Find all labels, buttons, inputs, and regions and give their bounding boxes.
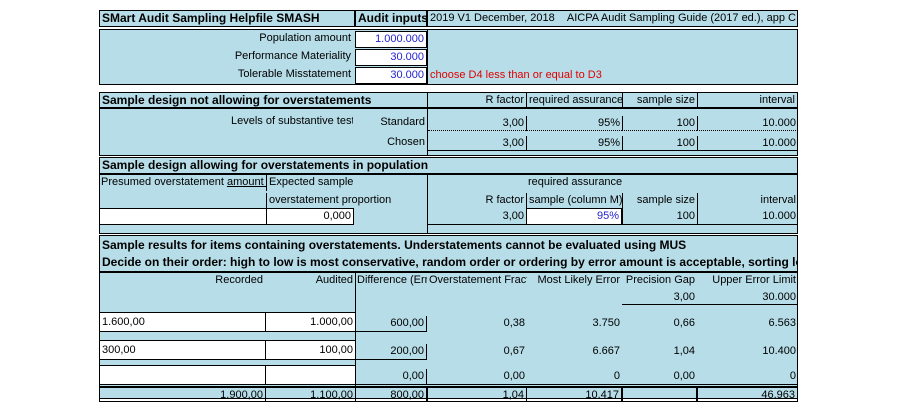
row3-most-likely-error[interactable]: 0 <box>526 369 622 385</box>
col-overstatement-fraction[interactable]: Overstatement Fraction <box>429 274 527 286</box>
guide-text: AICPA Audit Sampling Guide (2017 ed.), a… <box>566 12 796 24</box>
population-amount-input[interactable]: 1.000.000 <box>355 31 427 48</box>
results-title-1: Sample results for items containing over… <box>102 238 687 252</box>
row2-precision-gap[interactable]: 1,04 <box>673 345 695 357</box>
col-most-likely-error[interactable]: Most Likely Error <box>537 274 620 286</box>
expected-label-2[interactable]: overstatement proportion <box>266 193 426 209</box>
presumed-overstatement-input[interactable] <box>99 208 267 225</box>
input-label-population[interactable]: Population amount <box>259 32 351 44</box>
proportion-input[interactable]: 0,000 <box>266 208 354 225</box>
total-most-likely-error[interactable]: 10.417 <box>526 386 622 402</box>
row3-audited[interactable] <box>265 365 356 385</box>
col-interval[interactable]: interval <box>697 92 798 108</box>
over-interval[interactable]: 10.000 <box>697 209 798 225</box>
levels-label: Levels of substantive testing <box>231 115 353 127</box>
sample-size-label[interactable]: sample size <box>622 193 697 209</box>
col-upper-error-limit[interactable]: Upper Error Limit <box>712 274 796 286</box>
inputs-block <box>99 29 798 85</box>
chosen-sample-size[interactable]: 100 <box>622 136 697 151</box>
row2-upper-limit[interactable]: 10.400 <box>762 345 796 357</box>
input-label-tolerable[interactable]: Tolerable Misstatement <box>237 68 351 80</box>
over-r-factor[interactable]: 3,00 <box>428 209 526 225</box>
assurance-label-2[interactable]: sample (column M) <box>526 193 622 209</box>
col-precision-gap[interactable]: Precision Gap <box>625 274 695 286</box>
row1-precision-gap[interactable]: 0,66 <box>673 317 695 329</box>
presumed-label-text: Presumed overstatement amount in populat… <box>101 176 266 188</box>
col-r-factor[interactable]: R factor <box>427 92 527 108</box>
divider <box>427 29 428 85</box>
tolerable-note: choose D4 less than or equal to D3 <box>430 69 602 81</box>
row2-most-likely-error[interactable]: 6.667 <box>592 345 620 357</box>
over-sample-size[interactable]: 100 <box>622 209 697 225</box>
row1-difference[interactable]: 600,00 <box>355 316 427 332</box>
version-cell[interactable]: 2019 V1 December, 2018 AICPA Audit Sampl… <box>427 10 798 27</box>
input-label-performance[interactable]: Performance Materiality <box>234 50 351 62</box>
base-upper-limit[interactable]: 30.000 <box>697 290 798 305</box>
col-difference[interactable]: Difference (Error) <box>357 274 427 286</box>
standard-sample-size[interactable]: 100 <box>622 116 697 131</box>
chosen-assurance[interactable]: 95% <box>526 136 622 151</box>
chosen-label[interactable]: Chosen <box>387 136 425 148</box>
results-title-block[interactable]: Sample results for items containing over… <box>99 235 798 272</box>
row1-recorded[interactable]: 1.600,00 <box>99 312 266 332</box>
total-difference[interactable]: 800,00 <box>355 386 427 402</box>
row3-upper-limit[interactable]: 0 <box>697 369 798 385</box>
design-no-over-block <box>99 108 798 156</box>
row1-most-likely-error[interactable]: 3.750 <box>592 317 620 329</box>
total-recorded[interactable]: 1.900,00 <box>99 386 266 402</box>
results-title-2: Decide on their order: high to low is mo… <box>102 255 797 269</box>
row2-fraction[interactable]: 0,67 <box>503 345 525 357</box>
design-over-title[interactable]: Sample design allowing for overstatement… <box>99 157 798 174</box>
chosen-r-factor[interactable]: 3,00 <box>428 136 526 151</box>
row1-upper-limit[interactable]: 6.563 <box>768 317 796 329</box>
sheet-title[interactable]: SMart Audit Sampling Helpfile SMASH <box>99 10 355 27</box>
row3-fraction[interactable]: 0,00 <box>427 369 527 385</box>
design-no-over-title[interactable]: Sample design not allowing for overstate… <box>99 92 428 108</box>
interval-label[interactable]: interval <box>697 193 798 209</box>
total-audited[interactable]: 1.100,00 <box>265 386 356 402</box>
divider <box>427 108 428 156</box>
row3-precision-gap[interactable]: 0,00 <box>622 369 697 385</box>
standard-label[interactable]: Standard <box>380 116 425 128</box>
standard-r-factor[interactable]: 3,00 <box>428 116 526 131</box>
standard-interval[interactable]: 10.000 <box>697 116 798 131</box>
r-factor-label[interactable]: R factor <box>485 194 524 206</box>
row2-difference[interactable]: 200,00 <box>355 344 427 360</box>
col-sample-size[interactable]: sample size <box>622 92 698 108</box>
total-fraction[interactable]: 1,04 <box>427 386 527 402</box>
col-audited[interactable]: Audited <box>315 274 353 286</box>
total-precision-gap[interactable] <box>622 386 697 402</box>
expected-label-1[interactable]: Expected sample <box>266 175 426 191</box>
row2-recorded[interactable]: 300,00 <box>99 340 266 360</box>
base-precision-gap[interactable]: 3,00 <box>622 290 697 305</box>
chosen-interval[interactable]: 10.000 <box>697 136 798 151</box>
assurance-label-1[interactable]: required assurance from <box>528 176 622 188</box>
col-required-assurance[interactable]: required assurance <box>526 92 623 108</box>
version-text: 2019 V1 December, 2018 <box>430 12 555 24</box>
row2-audited[interactable]: 100,00 <box>265 340 356 360</box>
tolerable-misstatement-input[interactable]: 30.000 <box>355 67 427 84</box>
divider <box>355 272 356 399</box>
audit-inputs-header[interactable]: Audit inputs <box>355 10 427 27</box>
standard-assurance[interactable]: 95% <box>526 116 622 131</box>
row3-difference[interactable]: 0,00 <box>355 369 427 385</box>
performance-materiality-input[interactable]: 30.000 <box>355 49 427 66</box>
over-assurance-input[interactable]: 95% <box>526 208 622 225</box>
row1-fraction[interactable]: 0,38 <box>503 317 525 329</box>
presumed-label[interactable]: Presumed overstatement amount in populat… <box>99 175 266 191</box>
row3-recorded[interactable] <box>99 365 266 385</box>
divider <box>427 174 428 234</box>
total-upper-limit[interactable]: 46.963 <box>697 386 798 402</box>
row1-audited[interactable]: 1.000,00 <box>265 312 356 332</box>
col-recorded[interactable]: Recorded <box>215 274 263 286</box>
spreadsheet: SMart Audit Sampling Helpfile SMASH Audi… <box>99 10 798 402</box>
